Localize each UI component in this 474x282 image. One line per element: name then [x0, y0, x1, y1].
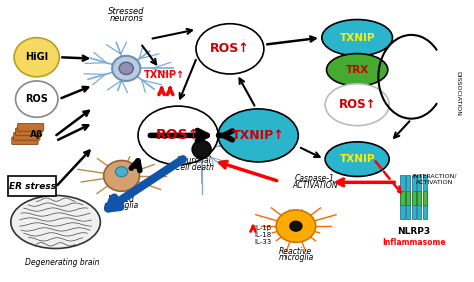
- Ellipse shape: [192, 140, 211, 158]
- Ellipse shape: [290, 221, 302, 231]
- Text: ER stress: ER stress: [9, 182, 56, 191]
- Text: IL-18: IL-18: [254, 232, 272, 237]
- Ellipse shape: [276, 210, 316, 242]
- Ellipse shape: [218, 109, 298, 162]
- Text: Cell death: Cell death: [175, 163, 214, 172]
- Text: microglia: microglia: [278, 253, 313, 262]
- Ellipse shape: [138, 106, 218, 165]
- Text: Degenerating brain: Degenerating brain: [26, 258, 100, 267]
- Bar: [411, 191, 416, 205]
- Text: DISSOCIATION: DISSOCIATION: [455, 71, 460, 116]
- FancyBboxPatch shape: [18, 124, 44, 131]
- Text: IL-1β: IL-1β: [255, 224, 272, 231]
- Bar: [411, 175, 416, 219]
- Text: TXNIP↑: TXNIP↑: [232, 129, 284, 142]
- FancyBboxPatch shape: [16, 128, 42, 136]
- Text: Caspase-1: Caspase-1: [295, 174, 335, 183]
- Bar: [400, 191, 404, 205]
- Text: neurons: neurons: [109, 14, 143, 23]
- Ellipse shape: [116, 167, 128, 177]
- Text: Neuronal: Neuronal: [177, 156, 212, 165]
- FancyBboxPatch shape: [14, 132, 40, 140]
- Bar: [417, 175, 421, 219]
- Text: ROS↑: ROS↑: [156, 128, 200, 142]
- Ellipse shape: [325, 142, 389, 177]
- Bar: [406, 175, 410, 219]
- Text: ROS: ROS: [25, 94, 48, 104]
- Bar: [417, 191, 421, 205]
- Ellipse shape: [11, 195, 100, 248]
- Text: Primed: Primed: [108, 195, 135, 204]
- Bar: [423, 175, 427, 219]
- Text: Stressed: Stressed: [108, 7, 145, 16]
- Text: ACTIVATION: ACTIVATION: [292, 181, 337, 190]
- Bar: [406, 191, 410, 205]
- Bar: [400, 175, 404, 219]
- Text: ROS↑: ROS↑: [338, 98, 376, 111]
- Ellipse shape: [112, 56, 140, 81]
- Ellipse shape: [322, 19, 392, 56]
- Text: HiGI: HiGI: [25, 52, 48, 62]
- Ellipse shape: [104, 160, 139, 191]
- Ellipse shape: [119, 62, 133, 74]
- Text: ROS↑: ROS↑: [210, 42, 250, 55]
- Ellipse shape: [16, 81, 58, 117]
- Ellipse shape: [196, 24, 264, 74]
- FancyBboxPatch shape: [12, 137, 38, 145]
- FancyBboxPatch shape: [9, 177, 56, 196]
- Text: TRX: TRX: [346, 65, 369, 75]
- Text: microglia: microglia: [104, 201, 139, 210]
- Text: TXNIP: TXNIP: [339, 154, 375, 164]
- Text: Inflammasome: Inflammasome: [382, 238, 446, 247]
- Ellipse shape: [14, 38, 59, 77]
- Text: INTERACTION/: INTERACTION/: [413, 173, 457, 179]
- Ellipse shape: [327, 54, 388, 86]
- Ellipse shape: [325, 84, 389, 126]
- Text: NLRP3: NLRP3: [397, 227, 430, 236]
- Text: Aβ: Aβ: [30, 129, 44, 138]
- Text: ACTIVATION: ACTIVATION: [416, 180, 454, 185]
- Text: Reactive: Reactive: [279, 247, 312, 256]
- Text: TXNIP: TXNIP: [339, 33, 375, 43]
- Bar: [423, 191, 427, 205]
- Text: TXNIP↑: TXNIP↑: [144, 70, 184, 80]
- Text: IL-33: IL-33: [254, 239, 272, 244]
